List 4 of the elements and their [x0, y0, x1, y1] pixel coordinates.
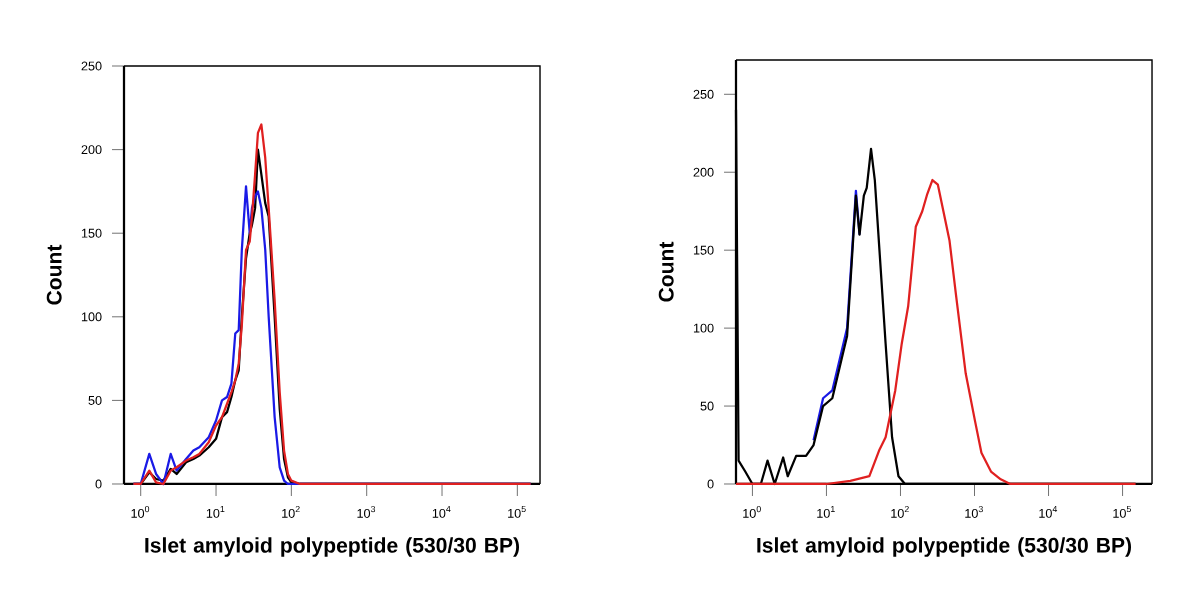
- x-axis-title: Islet amyloid polypeptide (530/30 BP): [757, 537, 1132, 557]
- y-axis-title: Count: [658, 241, 674, 302]
- y-axis-title: Count: [46, 244, 62, 305]
- x-axis-title: Islet amyloid polypeptide (530/30 BP): [145, 537, 520, 557]
